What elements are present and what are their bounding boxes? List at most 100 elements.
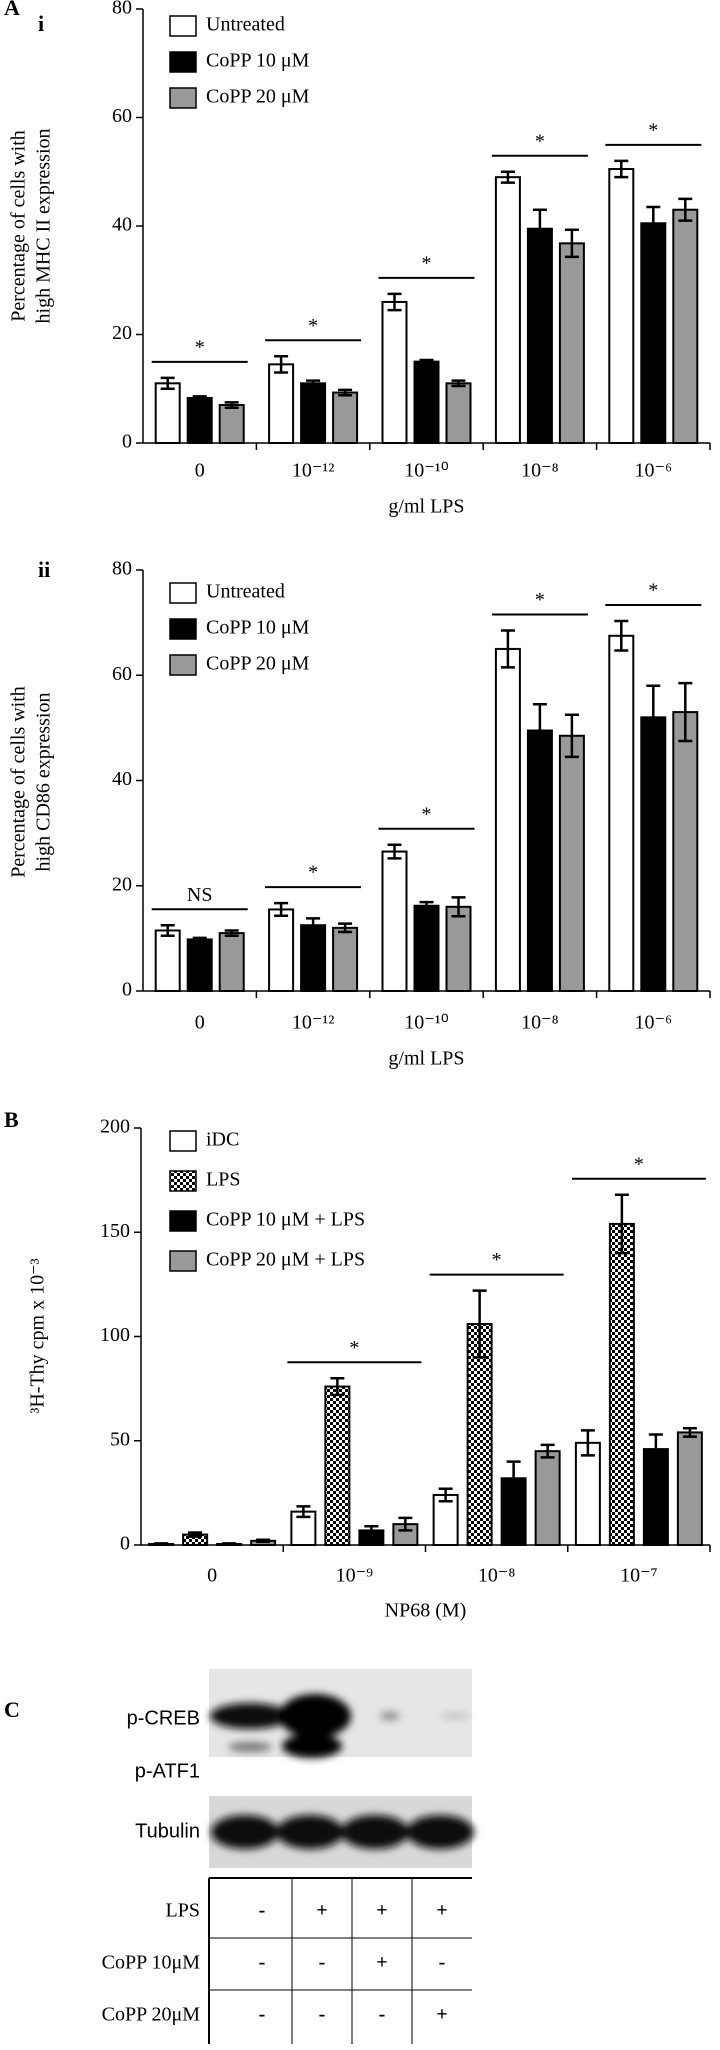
- table-cell: -: [259, 1952, 266, 1974]
- bar: [154, 929, 181, 993]
- band-label: Tubulin: [135, 1820, 200, 1842]
- bar: [608, 168, 635, 444]
- bar: [640, 222, 667, 444]
- x-tick-label: 10⁻¹²: [292, 1012, 335, 1034]
- x-tick-label: 10⁻⁶: [635, 1012, 673, 1034]
- error-bar: [192, 936, 207, 943]
- error-bar: [154, 1542, 169, 1546]
- error-bar: [648, 1433, 663, 1465]
- significance-label: *: [422, 803, 432, 825]
- error-bar: [338, 388, 353, 397]
- table-cell: -: [379, 2004, 386, 2026]
- y-tick-label: 50: [110, 1428, 130, 1450]
- error-bar: [192, 395, 207, 401]
- table-cell: +: [376, 1900, 387, 1922]
- error-bar: [306, 917, 321, 934]
- error-bar: [614, 619, 629, 652]
- x-axis-label: g/ml LPS: [388, 1048, 464, 1070]
- error-bar: [500, 629, 515, 669]
- error-bar: [682, 1426, 697, 1438]
- x-tick-label: 10⁻¹⁰: [404, 1012, 449, 1034]
- error-bar: [224, 401, 239, 409]
- error-bar: [330, 1376, 345, 1397]
- y-tick-label: 60: [112, 663, 132, 685]
- bar: [558, 242, 585, 444]
- x-tick-label: 10⁻⁸: [521, 1012, 559, 1034]
- row-label: LPS: [166, 1900, 200, 1922]
- y-axis-label: Percentage of cells with: [8, 130, 30, 322]
- y-tick-label: 0: [122, 431, 132, 453]
- y-tick-label: 0: [120, 1533, 130, 1555]
- legend-swatch: [169, 1210, 197, 1232]
- error-bar: [160, 923, 175, 937]
- y-tick-label: 80: [112, 558, 132, 580]
- x-tick-label: 0: [195, 1012, 205, 1034]
- bar: [672, 208, 699, 444]
- x-axis-label: g/ml LPS: [388, 496, 464, 518]
- legend-swatch: [169, 1170, 197, 1192]
- error-bar: [614, 1193, 629, 1255]
- legend-swatch: [169, 1250, 197, 1272]
- legend-label: CoPP 10 μM: [206, 50, 310, 72]
- x-tick-label: 10⁻⁷: [620, 1565, 658, 1587]
- x-tick-label: 0: [195, 460, 205, 482]
- bar: [672, 711, 699, 993]
- table-cell: +: [436, 1900, 447, 1922]
- y-axis-label: ³H-Thy cpm x 10⁻³: [27, 1258, 49, 1413]
- bar: [608, 1222, 635, 1547]
- tubulin-bands: [211, 1815, 474, 1849]
- significance-label: *: [308, 862, 318, 884]
- bar: [608, 634, 635, 992]
- legend-label: CoPP 20 μM: [206, 653, 310, 675]
- bar: [445, 382, 472, 445]
- significance-label: *: [492, 1249, 502, 1271]
- blot-bands: [210, 1694, 469, 1758]
- legend-swatch: [169, 87, 197, 109]
- legend-swatch: [169, 582, 197, 604]
- significance-label: *: [648, 119, 658, 141]
- subpanel-label: i: [38, 11, 44, 36]
- y-tick-label: 80: [112, 0, 132, 19]
- error-bar: [472, 1289, 487, 1359]
- bar: [413, 904, 440, 992]
- legend-swatch: [169, 1130, 197, 1152]
- band-label: p-CREB: [127, 1707, 200, 1729]
- error-bar: [451, 379, 466, 388]
- error-bar: [364, 1524, 379, 1536]
- row-label: CoPP 20μM: [102, 2004, 201, 2026]
- x-tick-label: 10⁻⁸: [521, 460, 559, 482]
- error-bar: [160, 376, 175, 390]
- table-cell: -: [439, 1952, 446, 1974]
- legend-label: CoPP 10 μM: [206, 617, 310, 639]
- error-bar: [614, 159, 629, 179]
- table-cell: -: [319, 2004, 326, 2026]
- y-tick-label: 150: [100, 1220, 130, 1242]
- bar: [494, 176, 521, 445]
- error-bar: [296, 1505, 311, 1519]
- error-bar: [564, 228, 579, 259]
- legend-label: Untreated: [206, 581, 285, 603]
- x-axis-label: NP68 (M): [385, 1600, 467, 1622]
- y-tick-label: 60: [112, 105, 132, 127]
- error-bar: [646, 684, 661, 751]
- x-tick-label: 10⁻⁹: [336, 1565, 374, 1587]
- error-bar: [438, 1487, 453, 1503]
- error-bar: [338, 922, 353, 934]
- x-tick-label: 10⁻¹⁰: [404, 460, 449, 482]
- error-bar: [678, 197, 693, 222]
- error-bar: [678, 681, 693, 743]
- x-tick-label: 0: [207, 1565, 217, 1587]
- bar: [445, 905, 472, 992]
- error-bar: [398, 1516, 413, 1532]
- significance-label: NS: [187, 884, 213, 906]
- table-cell: -: [259, 1900, 266, 1922]
- y-tick-label: 20: [112, 322, 132, 344]
- significance-label: *: [308, 315, 318, 337]
- error-bar: [306, 379, 321, 388]
- x-tick-label: 10⁻⁸: [478, 1565, 516, 1587]
- bar: [381, 850, 408, 993]
- y-tick-label: 100: [100, 1324, 130, 1346]
- bar: [218, 404, 245, 444]
- bar: [574, 1441, 601, 1546]
- subpanel-label: ii: [38, 557, 50, 582]
